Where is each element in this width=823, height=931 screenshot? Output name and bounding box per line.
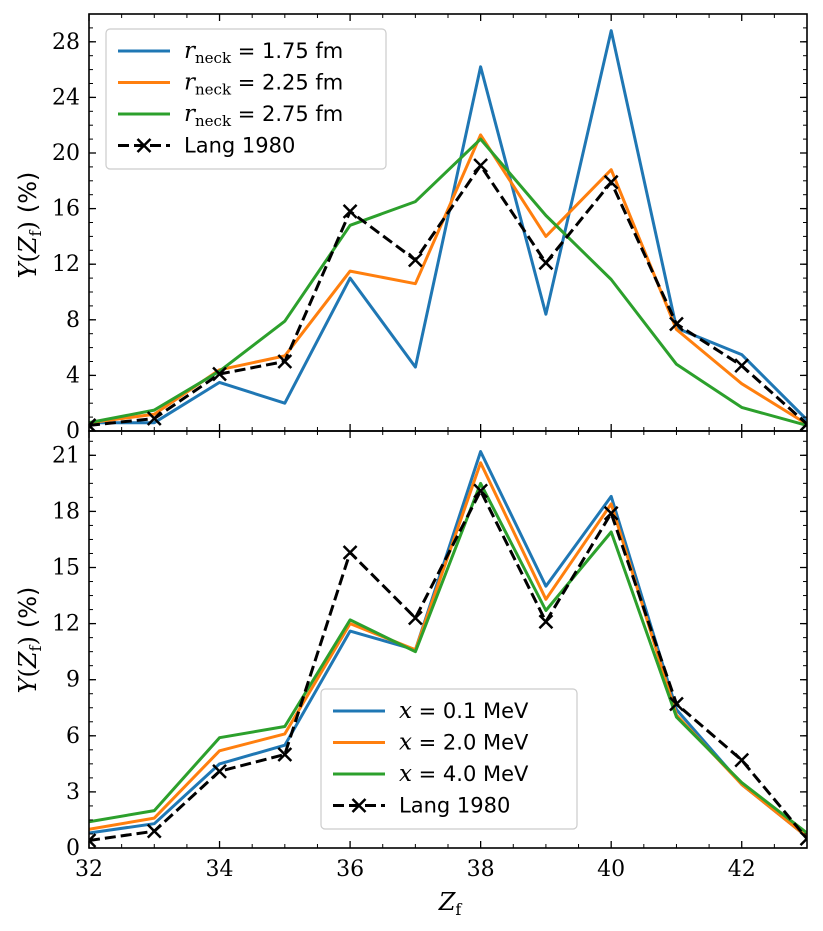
x-tick-label: 36 <box>336 857 364 882</box>
legend: x = 0.1 MeV x = 2.0 MeV x = 4.0 MeV Lang 19… <box>320 688 578 830</box>
y-tick-label: 20 <box>52 141 80 166</box>
y-tick-label: 18 <box>52 499 80 524</box>
xlabel: Zf <box>438 888 463 919</box>
data-point-marker <box>669 316 684 332</box>
y-tick-label: 8 <box>66 308 80 333</box>
y-tick-label: 15 <box>52 556 80 581</box>
data-point-marker <box>473 483 489 499</box>
y-tick-label: 9 <box>66 668 80 693</box>
y-tick-label: 12 <box>52 612 80 637</box>
data-point-marker <box>799 831 807 847</box>
series-line-3 <box>89 137 807 427</box>
series-line-1 <box>89 450 807 838</box>
top-panel: 0 4 8 12 16 20 24 28 rneck = 1.75 fm rneck = 2.25… <box>52 13 808 444</box>
y-tick-label: 12 <box>52 252 80 277</box>
x-tick-label: 34 <box>206 857 234 882</box>
data-point-marker <box>212 763 227 779</box>
legend-label: Lang 1980 <box>399 794 510 818</box>
x-tick-label: 32 <box>75 857 103 882</box>
data-point-marker <box>538 614 554 630</box>
legend-label: Lang 1980 <box>184 134 295 158</box>
bottom-ylabel: Y(Zf)(%) <box>14 587 45 694</box>
x-tick-label: 38 <box>467 857 495 882</box>
legend-label: x = 4.0 MeV <box>399 761 529 787</box>
data-point-marker <box>342 545 358 560</box>
legend-label: rneck = 2.25 fm <box>184 70 343 99</box>
legend-label: rneck = 2.75 fm <box>184 101 343 130</box>
y-tick-label: 3 <box>66 780 80 805</box>
y-tick-label: 28 <box>52 30 80 55</box>
y-tick-label: 4 <box>66 363 80 388</box>
top-ylabel: Y(Zf)(%) <box>14 172 45 279</box>
series-line-3 <box>89 481 807 835</box>
data-point-marker <box>146 823 162 839</box>
data-point-marker <box>734 752 750 768</box>
y-tick-label: 0 <box>66 419 80 444</box>
y-tick-label: 0 <box>66 836 80 861</box>
data-point-marker <box>603 174 619 190</box>
data-point-marker <box>277 747 293 762</box>
data-point-marker <box>212 366 227 382</box>
y-tick-label: 6 <box>66 724 80 749</box>
data-point-marker <box>407 252 423 268</box>
legend-label: x = 0.1 MeV <box>399 698 529 724</box>
data-point-marker <box>734 358 750 374</box>
y-tick-label: 16 <box>52 197 80 222</box>
x-tick-label: 40 <box>597 857 625 882</box>
data-point-marker <box>342 203 358 219</box>
data-point-marker <box>473 158 489 173</box>
series-line-4 <box>89 164 807 427</box>
data-point-marker <box>277 354 293 369</box>
data-point-marker <box>89 833 97 848</box>
x-tick-label: 42 <box>728 857 756 882</box>
series-line-4 <box>89 489 807 842</box>
data-point-marker <box>669 696 684 712</box>
data-point-marker <box>407 610 423 626</box>
y-tick-label: 21 <box>52 443 80 468</box>
y-tick-label: 24 <box>52 85 80 110</box>
data-point-marker <box>89 418 97 431</box>
data-point-marker <box>799 416 807 431</box>
legend-label: rneck = 1.75 fm <box>184 38 343 67</box>
data-point-marker <box>538 255 554 271</box>
data-point-marker <box>146 411 162 426</box>
legend-label: x = 2.0 MeV <box>399 730 529 756</box>
data-point-marker <box>603 505 619 521</box>
